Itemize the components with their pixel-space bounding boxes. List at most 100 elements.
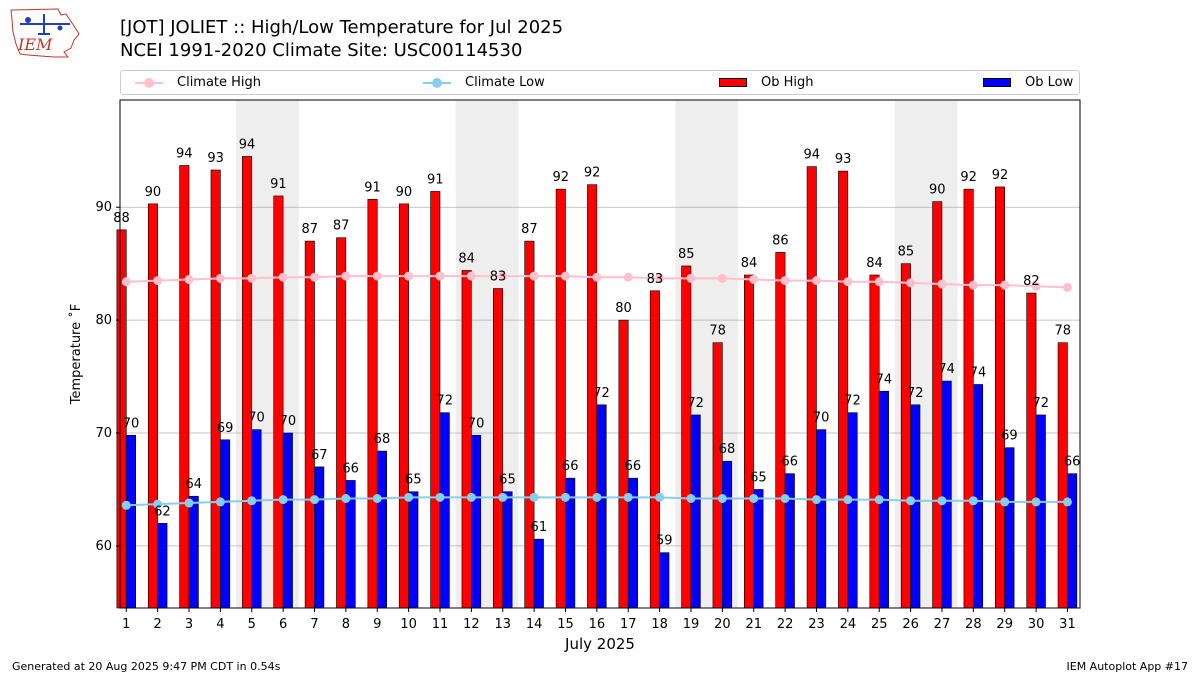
ob-low-bar bbox=[847, 412, 858, 609]
ob-high-bar bbox=[304, 240, 315, 609]
ob-high-value-label: 84 bbox=[866, 256, 883, 271]
ob-low-value-label: 62 bbox=[154, 504, 171, 519]
climate-high-point bbox=[341, 271, 351, 281]
logo-text: IEM bbox=[17, 35, 53, 54]
x-tick-label: 12 bbox=[463, 617, 480, 632]
ob-low-bar bbox=[125, 434, 136, 609]
ob-high-value-label: 87 bbox=[521, 222, 538, 237]
x-tick-label: 14 bbox=[526, 617, 543, 632]
ob-low-bar bbox=[314, 466, 325, 609]
ob-high-value-label: 93 bbox=[207, 151, 224, 166]
ob-high-bar bbox=[242, 156, 253, 609]
ob-low-bar bbox=[408, 491, 419, 609]
ob-low-value-label: 65 bbox=[750, 470, 767, 485]
ob-low-value-label: 74 bbox=[938, 362, 955, 377]
x-tick-label: 9 bbox=[373, 617, 381, 632]
legend-label-ob-low: Ob Low bbox=[1025, 75, 1074, 90]
x-tick-label: 3 bbox=[185, 617, 193, 632]
bars bbox=[116, 156, 1078, 609]
ob-high-bar bbox=[210, 169, 221, 609]
x-tick-label: 20 bbox=[714, 617, 731, 632]
ob-low-bar bbox=[439, 412, 450, 609]
ob-high-value-label: 82 bbox=[1023, 274, 1040, 289]
ob-high-value-label: 85 bbox=[678, 247, 695, 262]
climate-low-point bbox=[592, 492, 602, 502]
climate-high-point bbox=[1031, 281, 1041, 291]
ob-low-value-label: 66 bbox=[1064, 455, 1081, 470]
ob-high-value-label: 92 bbox=[960, 170, 977, 185]
climate-high-point bbox=[592, 272, 602, 282]
ob-high-value-label: 92 bbox=[584, 166, 601, 181]
ob-high-bar bbox=[555, 188, 566, 609]
y-axis-label: Temperature ˚F bbox=[68, 304, 84, 405]
ob-low-bar bbox=[157, 523, 168, 609]
climate-high-point bbox=[215, 273, 225, 283]
climate-low-point bbox=[121, 500, 131, 510]
climate-low-point bbox=[686, 493, 696, 503]
climate-low-point bbox=[717, 493, 727, 503]
climate-high-point bbox=[247, 273, 257, 283]
ob-high-bar bbox=[367, 199, 378, 609]
climate-low-point bbox=[466, 492, 476, 502]
ob-high-bar bbox=[147, 203, 158, 609]
ob-low-value-label: 66 bbox=[625, 459, 642, 474]
climate-high-point bbox=[1062, 282, 1072, 292]
ob-low-bar bbox=[784, 473, 795, 609]
x-tick-label: 27 bbox=[934, 617, 951, 632]
climate-low-point bbox=[372, 493, 382, 503]
climate-high-line-icon bbox=[135, 77, 163, 88]
ob-high-value-label: 88 bbox=[113, 211, 130, 226]
climate-high-point bbox=[310, 272, 320, 282]
ob-low-bar bbox=[1004, 447, 1015, 609]
x-tick-label: 11 bbox=[432, 617, 449, 632]
climate-low-point bbox=[655, 492, 665, 502]
ob-low-bar bbox=[753, 489, 764, 609]
ob-low-value-label: 70 bbox=[123, 416, 140, 431]
x-tick-label: 18 bbox=[651, 617, 668, 632]
ob-high-bar bbox=[900, 263, 911, 609]
y-tick-label: 60 bbox=[95, 539, 112, 554]
x-tick-label: 2 bbox=[154, 617, 162, 632]
ob-low-value-label: 69 bbox=[217, 421, 234, 436]
climate-high-point bbox=[968, 280, 978, 290]
climate-low-point bbox=[435, 492, 445, 502]
x-tick-label: 16 bbox=[589, 617, 606, 632]
climate-low-point bbox=[341, 493, 351, 503]
ob-high-bar bbox=[932, 201, 943, 609]
ob-low-swatch-icon bbox=[983, 78, 1011, 87]
ob-low-bar bbox=[973, 384, 984, 609]
ob-low-bar bbox=[1035, 414, 1046, 609]
ob-low-value-label: 66 bbox=[782, 455, 799, 470]
x-tick-label: 1 bbox=[122, 617, 130, 632]
ob-low-bar bbox=[596, 404, 607, 609]
ob-low-value-label: 65 bbox=[499, 473, 516, 488]
climate-low-point bbox=[153, 499, 163, 509]
x-axis-label: July 2025 bbox=[564, 635, 635, 653]
ob-high-swatch-icon bbox=[719, 78, 747, 87]
ob-high-value-label: 78 bbox=[709, 324, 726, 339]
climate-high-point bbox=[780, 276, 790, 286]
climate-low-point bbox=[560, 492, 570, 502]
ob-low-value-label: 72 bbox=[436, 394, 453, 409]
climate-high-point bbox=[372, 271, 382, 281]
x-tick-label: 30 bbox=[1028, 617, 1045, 632]
ob-low-value-label: 70 bbox=[468, 416, 485, 431]
ob-low-value-label: 66 bbox=[562, 459, 579, 474]
ob-high-bar bbox=[1057, 342, 1068, 609]
ob-low-value-label: 72 bbox=[593, 386, 610, 401]
climate-low-point bbox=[968, 496, 978, 506]
x-tick-label: 4 bbox=[216, 617, 224, 632]
ob-low-value-label: 72 bbox=[907, 386, 924, 401]
legend-label-ob-high: Ob High bbox=[761, 75, 814, 90]
iem-logo: IEM bbox=[10, 8, 80, 58]
footer-app: IEM Autoplot App #17 bbox=[1066, 660, 1189, 673]
ob-high-bar bbox=[869, 274, 880, 609]
ob-high-bar bbox=[461, 270, 472, 609]
climate-high-point bbox=[937, 279, 947, 289]
legend-label-climate-high: Climate High bbox=[177, 75, 262, 90]
ob-high-bar bbox=[681, 265, 692, 609]
ob-high-value-label: 83 bbox=[647, 272, 664, 287]
ob-low-value-label: 61 bbox=[531, 520, 548, 535]
x-tick-label: 15 bbox=[557, 617, 574, 632]
